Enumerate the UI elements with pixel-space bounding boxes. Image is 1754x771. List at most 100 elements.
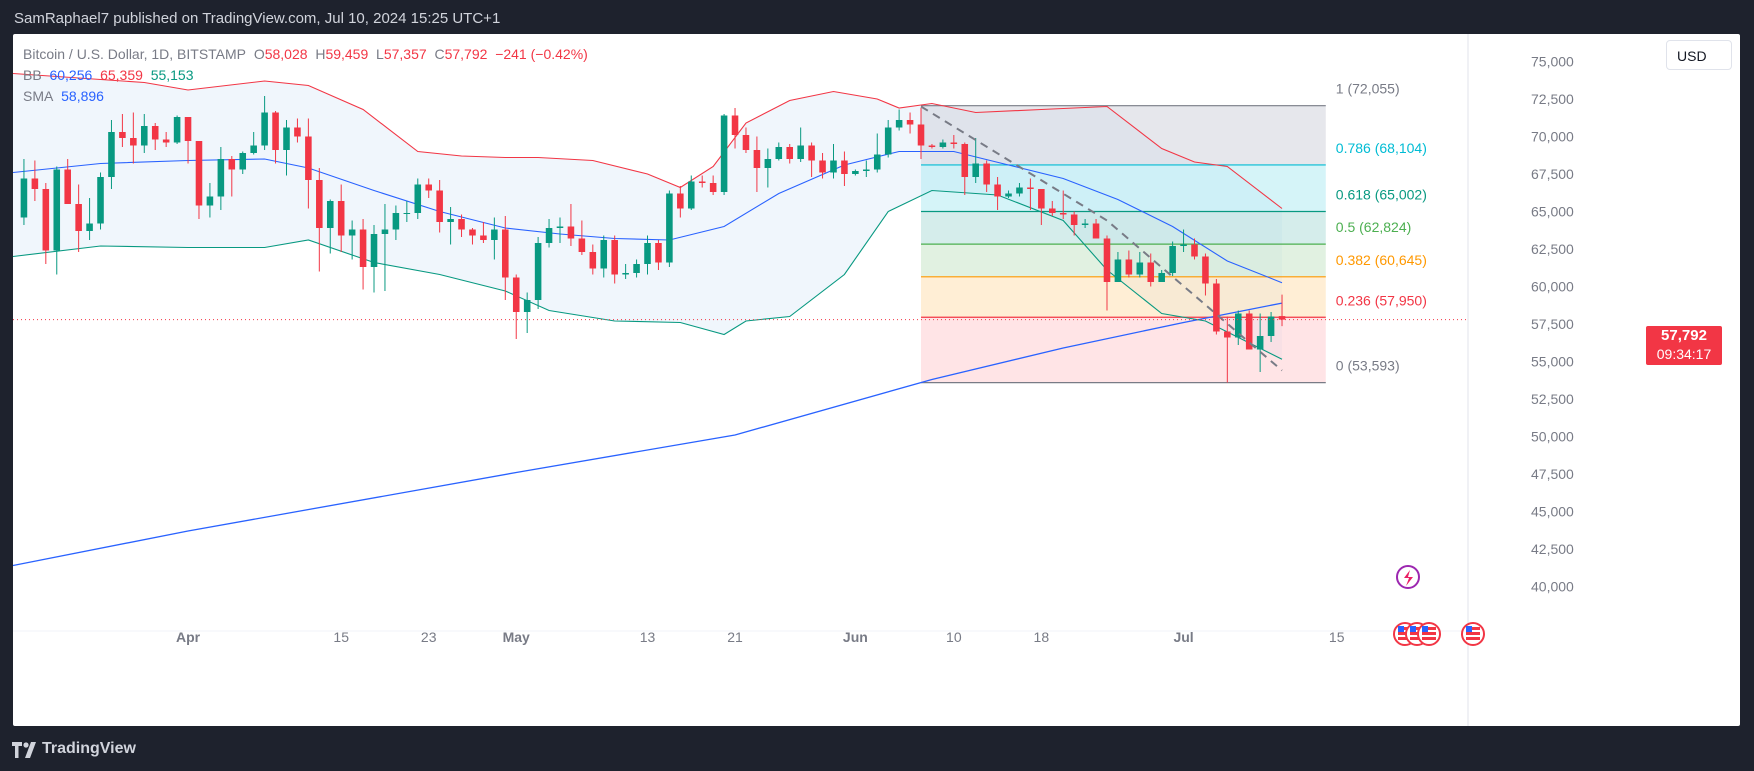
candle: [1092, 219, 1100, 239]
candle-body: [53, 169, 61, 251]
candle: [469, 228, 476, 245]
fib-level-label-0.382: 0.382 (60,645): [1336, 252, 1427, 268]
candle: [75, 184, 82, 252]
candle-body: [502, 229, 509, 278]
candle-body: [742, 135, 750, 150]
candle: [1005, 190, 1012, 198]
candle-body: [1278, 316, 1286, 320]
candle-body: [392, 213, 400, 230]
candle: [753, 136, 761, 192]
candle: [786, 144, 794, 164]
candle: [130, 112, 137, 164]
candle-body: [1224, 331, 1231, 338]
candle: [830, 144, 837, 179]
candle-body: [119, 132, 126, 138]
candle-body: [108, 132, 115, 177]
candle-body: [786, 147, 794, 159]
candle: [611, 235, 618, 284]
candle-body: [42, 189, 50, 251]
candle: [97, 172, 104, 230]
currency-button[interactable]: USD: [1666, 40, 1732, 70]
candle: [239, 151, 247, 174]
candle-body: [950, 142, 958, 144]
y-tick-label: 40,000: [1531, 579, 1574, 595]
candle-body: [316, 180, 323, 228]
candle: [261, 96, 268, 150]
candle-body: [326, 201, 334, 228]
candle: [534, 237, 542, 309]
y-tick-label: 50,000: [1531, 429, 1574, 445]
candle-body: [983, 163, 990, 185]
candle: [1267, 312, 1275, 342]
candle: [939, 139, 947, 149]
candle-body: [906, 120, 914, 125]
candle-body: [1081, 223, 1089, 225]
candle-body: [31, 178, 39, 189]
x-tick-label: 18: [1034, 629, 1050, 645]
candle: [917, 108, 925, 159]
us-flag-icon: [1461, 622, 1485, 646]
candle: [819, 153, 826, 179]
low-label: L: [376, 46, 384, 62]
candle: [633, 259, 640, 278]
candle: [1224, 316, 1231, 383]
y-tick-label: 67,500: [1531, 166, 1574, 182]
candle: [381, 204, 389, 291]
candle: [337, 184, 345, 252]
candle-body: [195, 141, 203, 206]
candle: [64, 159, 71, 204]
fib-zone-1-0.786: [921, 105, 1326, 165]
candle: [316, 168, 323, 272]
publisher-bar: SamRaphael7 published on TradingView.com…: [0, 0, 1754, 34]
candle: [250, 132, 257, 155]
publisher-text: SamRaphael7 published on TradingView.com…: [14, 10, 501, 27]
candle: [206, 183, 214, 218]
chart-frame[interactable]: 1 (72,055) 0.786 (68,104) 0.618 (65,002) 0.…: [13, 34, 1740, 726]
candle-body: [97, 177, 104, 224]
us-flag-icon: [1417, 622, 1441, 646]
candle: [1191, 238, 1198, 260]
open-label: O: [253, 46, 265, 62]
candle-body: [917, 124, 925, 146]
symbol-title[interactable]: Bitcoin / U.S. Dollar, 1D, BITSTAMP: [23, 46, 247, 62]
candle-body: [403, 213, 411, 214]
candle-body: [217, 159, 225, 197]
us-flag-stripe: [1398, 632, 1412, 635]
x-tick-label: Apr: [176, 629, 201, 645]
sma-label: SMA: [23, 88, 54, 104]
legend-bb-row[interactable]: BB 60,256 65,359 55,153: [23, 65, 588, 86]
candle-body: [458, 219, 465, 230]
candle-body: [64, 169, 71, 204]
candle-body: [677, 193, 684, 209]
candle-body: [764, 159, 772, 168]
candle: [677, 186, 684, 218]
tradingview-logo-icon[interactable]: [12, 742, 38, 758]
us-flag-canton: [1422, 626, 1428, 632]
candle: [797, 127, 804, 162]
candle: [228, 156, 236, 197]
candle-body: [1114, 259, 1122, 282]
candle-body: [1180, 244, 1187, 246]
candle: [195, 141, 203, 219]
last-price-value: 57,792: [1661, 327, 1707, 344]
candle: [523, 292, 531, 333]
close-value: 57,792: [444, 46, 488, 62]
candle-body: [720, 115, 728, 192]
candle-body: [491, 229, 498, 240]
y-tick-label: 42,500: [1531, 541, 1574, 557]
candle-body: [436, 190, 443, 222]
tradingview-brand[interactable]: TradingView: [42, 740, 136, 757]
x-tick-label: 10: [946, 629, 962, 645]
candle-body: [381, 229, 389, 234]
lightning-icon-bolt: [1404, 570, 1413, 586]
candle: [425, 178, 432, 198]
candle: [272, 111, 279, 164]
chart-canvas[interactable]: 1 (72,055) 0.786 (68,104) 0.618 (65,002) 0.…: [13, 34, 1740, 726]
fib-level-label-0.618: 0.618 (65,002): [1336, 186, 1427, 202]
legend-sma-row[interactable]: SMA 58,896: [23, 86, 588, 107]
bb-lower-line: [13, 189, 1283, 360]
close-label: C: [434, 46, 445, 62]
candle-body: [830, 160, 837, 173]
candle: [1213, 279, 1220, 335]
candle-body: [622, 273, 629, 275]
